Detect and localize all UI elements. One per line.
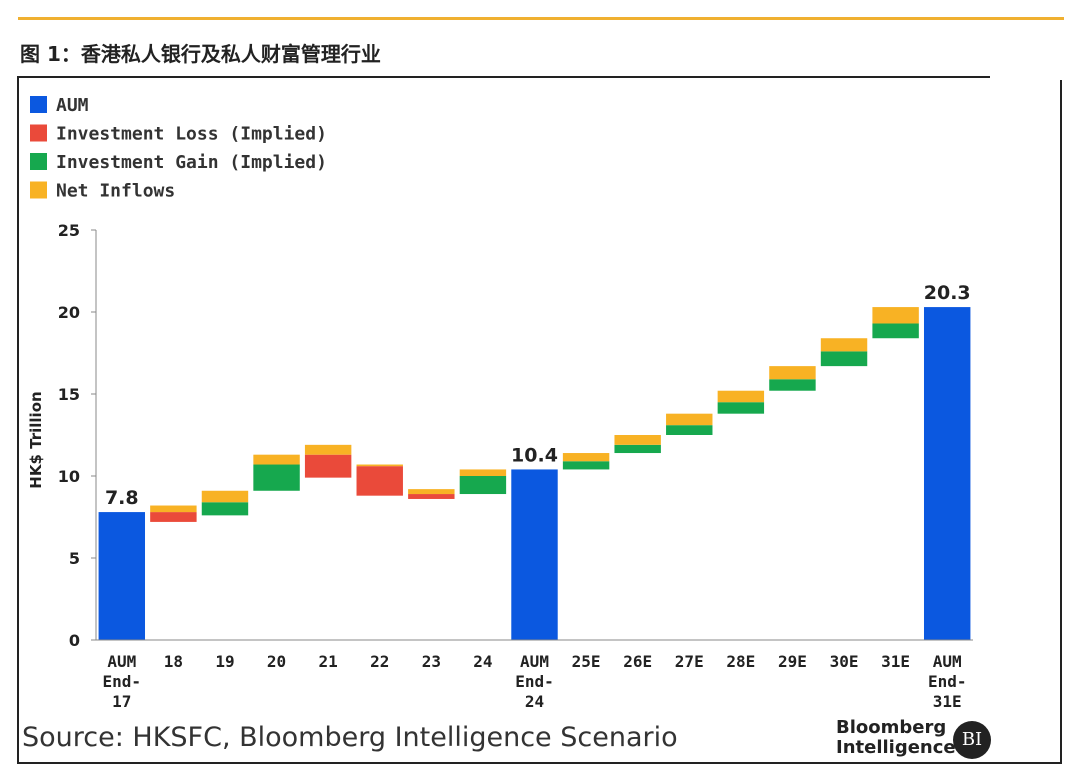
chart-frame <box>17 76 1062 764</box>
bar-inflow <box>769 366 816 380</box>
x-tick-label: 29E <box>778 652 807 671</box>
y-axis: 0 5 10 15 20 25 <box>58 221 97 650</box>
bar-value-label: 10.4 <box>511 444 558 466</box>
bar-inflow <box>408 489 455 495</box>
x-tick-label: 18 <box>164 652 183 671</box>
legend-swatch-loss <box>30 124 47 142</box>
bar-loss <box>356 466 403 496</box>
bar-aum <box>511 469 558 640</box>
x-tick-label: 27E <box>675 652 704 671</box>
bar-aum <box>923 307 971 640</box>
bar-value-label: 7.8 <box>105 487 139 509</box>
x-tick-label: 23 <box>422 652 441 671</box>
x-tick-label: 25E <box>572 652 601 671</box>
x-tick-label: AUM End-24 <box>515 652 554 711</box>
figure-title: 图 1：香港私人银行及私人财富管理行业 <box>20 42 381 66</box>
x-tick-label: 22 <box>370 652 389 671</box>
x-tick-label: 30E <box>830 652 859 671</box>
legend-label-loss: Investment Loss (Implied) <box>56 124 327 145</box>
bars: 7.8 10.4 20.3 <box>98 282 971 640</box>
x-tick-label: 24 <box>473 652 492 671</box>
bar-inflow <box>356 464 403 467</box>
frame-gap <box>990 74 1070 80</box>
y-tick-label: 5 <box>69 549 80 568</box>
x-tick-label: AUM End-17 <box>103 652 142 711</box>
bar-gain <box>562 461 610 470</box>
bar-inflow <box>666 413 713 426</box>
bar-gain <box>253 464 300 491</box>
y-tick-label: 15 <box>58 385 80 404</box>
bloomberg-intelligence-logo: Bloomberg Intelligence <box>836 718 956 758</box>
legend-label-gain: Investment Gain (Implied) <box>56 152 327 173</box>
y-tick-label: 20 <box>58 303 80 322</box>
x-tick-label: 28E <box>726 652 755 671</box>
legend-swatch-inflow <box>30 181 47 199</box>
bar-inflow <box>459 469 507 476</box>
legend-swatch-aum <box>30 96 47 113</box>
bar-inflow <box>820 338 868 352</box>
bar-loss <box>304 454 352 478</box>
x-axis: AUM End-17 18 19 20 21 22 23 24 AUM End-24 25E 26E 27… <box>96 639 973 711</box>
bar-gain <box>201 502 249 516</box>
legend-label-aum: AUM <box>56 95 89 116</box>
bar-inflow <box>304 444 352 455</box>
bar-gain <box>666 425 713 435</box>
x-tick-label: 20 <box>267 652 286 671</box>
source-note: Source: HKSFC, Bloomberg Intelligence Sc… <box>22 722 678 753</box>
bar-inflow <box>150 505 197 513</box>
bar-inflow <box>717 390 765 403</box>
bar-gain <box>820 351 868 367</box>
logo-line-2: Intelligence <box>836 737 956 758</box>
y-tick-label: 0 <box>69 631 80 650</box>
x-tick-label: 19 <box>215 652 234 671</box>
x-tick-label: 31E <box>881 652 910 671</box>
bar-gain <box>614 444 661 454</box>
bar-loss <box>408 494 455 499</box>
bar-inflow <box>872 307 919 324</box>
bar-gain <box>872 323 919 339</box>
bar-gain <box>459 476 507 495</box>
bar-aum <box>98 512 146 640</box>
bar-inflow <box>614 435 661 445</box>
bar-loss <box>150 512 197 522</box>
bar-inflow <box>201 490 249 503</box>
y-axis-label: HK$ Trillion <box>27 391 45 488</box>
logo-line-1: Bloomberg <box>836 717 947 738</box>
y-tick-label: 25 <box>58 221 80 240</box>
legend-swatch-gain <box>30 153 47 170</box>
bar-value-label: 20.3 <box>924 282 971 304</box>
x-tick-label: 26E <box>623 652 652 671</box>
bar-inflow <box>253 454 300 465</box>
bar-inflow <box>562 453 610 462</box>
legend-label-inflow: Net Inflows <box>56 181 175 202</box>
bi-badge-icon: BI <box>953 721 991 759</box>
y-tick-label: 10 <box>58 467 80 486</box>
bar-gain <box>769 379 816 391</box>
x-tick-label: AUM End-31E <box>928 652 967 711</box>
x-tick-label: 21 <box>319 652 338 671</box>
legend: AUM Investment Loss (Implied) Investment G… <box>30 95 327 202</box>
top-rule <box>18 17 1064 20</box>
bar-gain <box>717 402 765 414</box>
